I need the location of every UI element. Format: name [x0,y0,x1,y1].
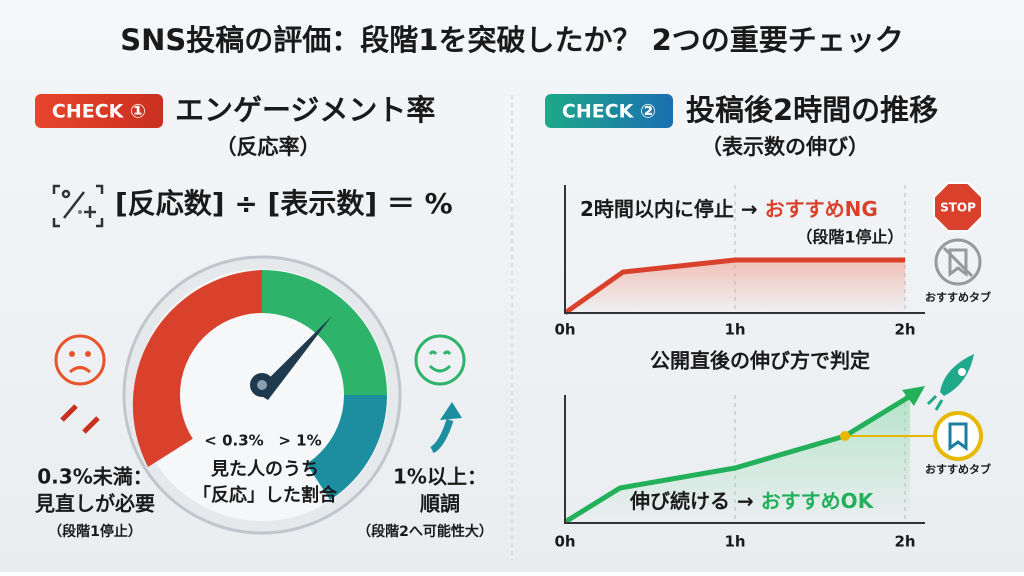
x-tick-label: 0h [554,533,575,551]
badge [35,94,163,128]
high-note: （段階2へ可能性大） [357,523,493,540]
stop-sign [933,182,983,232]
rocket-icon [926,354,974,411]
badge-text: CHECK ② [562,101,656,123]
result: おすすめOK [761,489,875,513]
formula: [反応数] ÷ [表示数] ＝ % [115,187,453,220]
label: 2時間以内に停止 → [580,197,765,221]
heading: 投稿後2時間の推移 [686,93,938,127]
chart-label: 伸び続ける → おすすめOK [629,489,875,513]
happy-face [414,334,466,454]
x-tick-label: 2h [894,533,915,551]
blocked-tab-icon [934,238,982,286]
subheading: （反応率） [216,135,321,159]
gauge-caption: 見た人のうち [210,459,319,480]
high-text: 順調 [420,492,460,516]
badge-text: CHECK ① [52,101,146,123]
label: 伸び続ける → [629,489,761,513]
gauge-low: < 0.3% [204,432,263,450]
chart-label: 2時間以内に停止 → おすすめNG [580,197,878,221]
subheading: （表示数の伸び） [701,135,869,159]
gauge-high: > 1% [278,432,321,450]
x-tick-label: 1h [724,321,745,339]
x-tick-label: 0h [554,321,575,339]
title: SNS投稿の評価：段階1を突破したか？ 2つの重要チェック [120,23,904,57]
gauge-caption: 「反応」した割合 [193,484,338,506]
tab-label: おすすめタブ [925,290,991,304]
middle-text: 公開直後の伸び方で判定 [650,349,870,373]
heading: エンゲージメント率 [175,93,435,127]
chart-grow [563,386,935,525]
low-note: （段階1停止） [48,523,142,540]
gauge [122,255,402,535]
low-text: 見直しが必要 [35,492,155,516]
chart-stop [563,185,925,316]
tab-label: おすすめタブ [925,462,991,476]
low-title: 0.3%未満： [37,465,152,489]
sad-face [54,334,106,434]
result: おすすめNG [765,197,878,221]
bookmark-tab-icon [933,411,983,461]
high-title: 1%以上： [393,465,487,489]
x-tick-label: 1h [724,533,745,551]
stop-text: STOP [940,201,976,215]
percent-icon [52,184,104,228]
chart-note: （段階1停止） [796,228,903,247]
x-tick-label: 2h [894,321,915,339]
badge [545,94,673,128]
